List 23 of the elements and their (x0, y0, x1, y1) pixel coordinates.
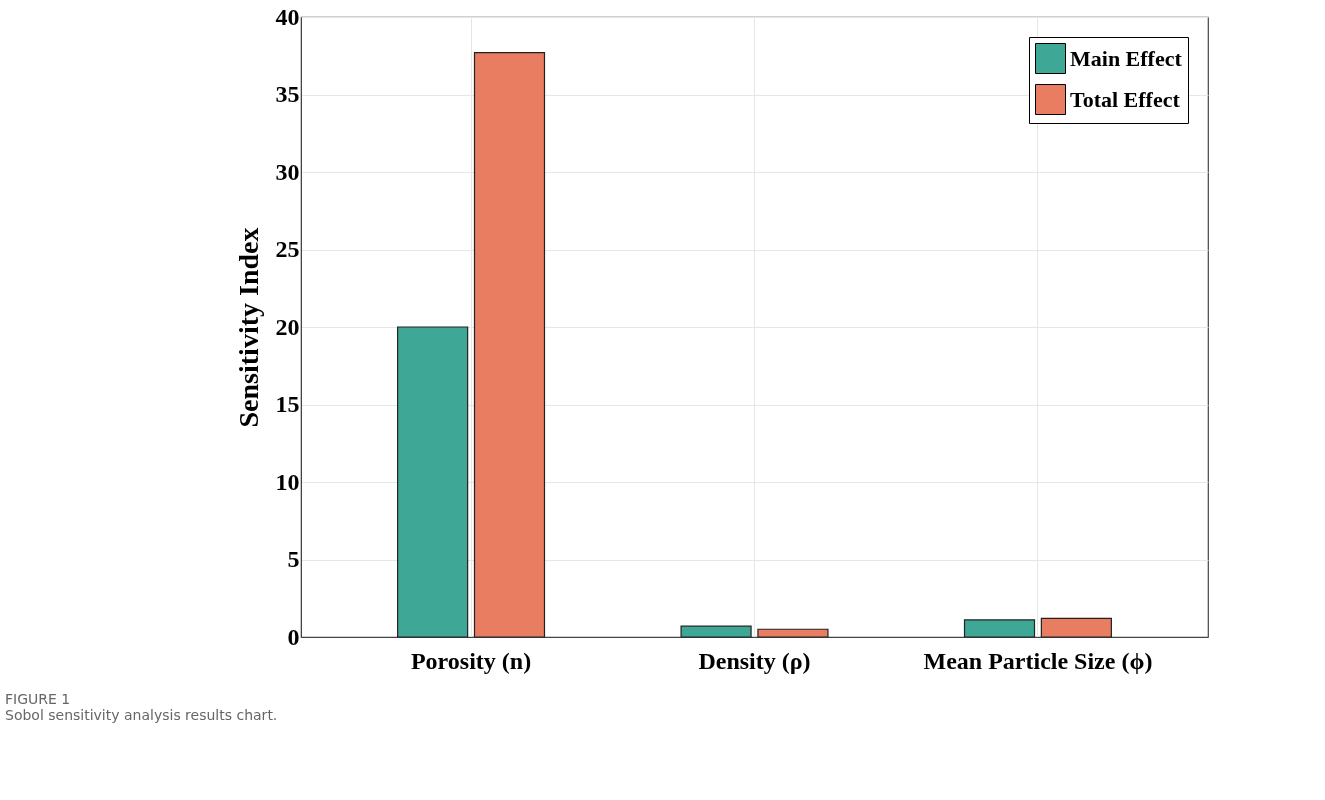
legend-label: Total Effect (1070, 86, 1181, 112)
bar (397, 326, 469, 638)
y-tick-label: 30 (275, 158, 300, 185)
caption: FIGURE 1 (5, 691, 71, 707)
legend-label: Main Effect (1070, 45, 1183, 71)
bar (963, 619, 1036, 638)
y-tick-label: 25 (275, 236, 300, 262)
y-tick-label: 40 (275, 3, 300, 30)
x-tick-label: Density (ρ) (698, 647, 811, 674)
y-tick-label: 10 (275, 468, 300, 495)
bar (757, 628, 829, 638)
y-axis-title: Sensitivity Index (232, 227, 264, 428)
y-tick-label: 15 (275, 391, 300, 417)
bar (1040, 617, 1112, 638)
y-tick-label: 5 (287, 546, 300, 572)
bar (680, 625, 752, 638)
x-tick-label: Porosity (n) (410, 647, 532, 674)
y-tick-label: 35 (275, 81, 300, 107)
y-tick-label: 20 (275, 313, 300, 340)
y-tick-label: 0 (287, 623, 300, 650)
bar (473, 52, 546, 638)
text: Sobol sensitivity analysis results chart. (5, 707, 278, 723)
x-tick-label: Mean Particle Size (ϕ) (923, 647, 1153, 674)
